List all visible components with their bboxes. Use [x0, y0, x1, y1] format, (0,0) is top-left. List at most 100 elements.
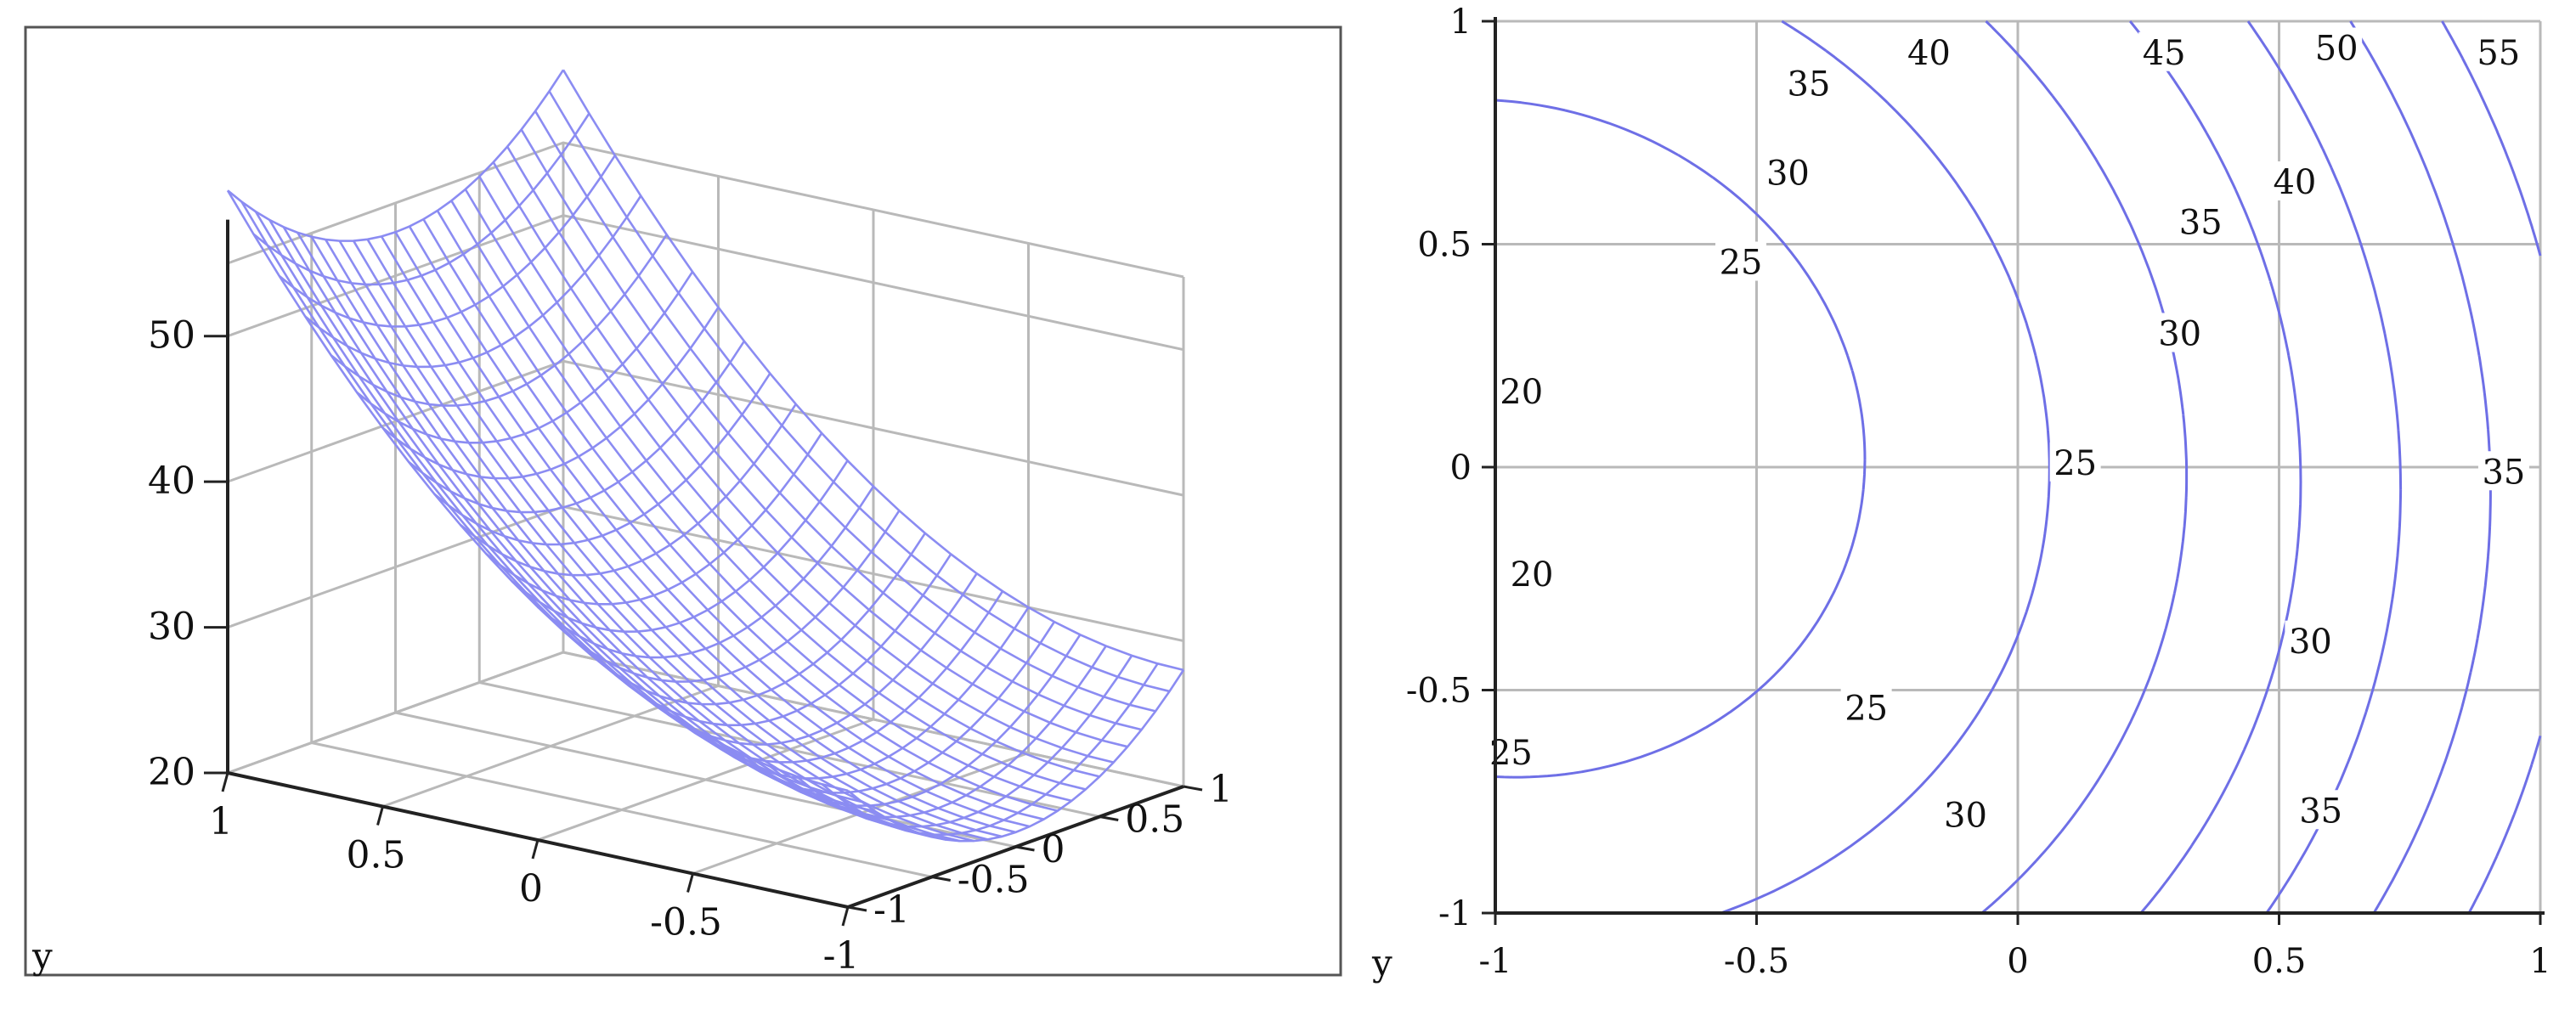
- contour-line-45: [2246, 20, 2403, 914]
- contour-axis-label: y: [1371, 942, 1393, 984]
- z-tick-label: 50: [148, 314, 195, 358]
- y-tick-label: -0.5: [958, 859, 1030, 902]
- contour-label-bg: [1903, 31, 1955, 71]
- contour-label-bg: [1715, 241, 1767, 281]
- contour-label: 40: [1907, 34, 1951, 73]
- contour-label: 20: [1500, 373, 1543, 412]
- mesh-line: [450, 200, 1072, 803]
- contour-label: 25: [1720, 244, 1763, 283]
- y-tick-mark: [847, 905, 867, 912]
- contour-label-bg: [2285, 620, 2336, 660]
- contour-label: 35: [1788, 65, 1831, 104]
- mesh-line: [534, 110, 1156, 713]
- y-tick-label: 0: [1042, 828, 1065, 871]
- surface-plot-frame: [24, 25, 1342, 977]
- mesh-line: [485, 432, 823, 606]
- mesh-line: [353, 240, 974, 843]
- contour-label: 40: [2273, 163, 2316, 202]
- contour-axes: [1494, 17, 2545, 915]
- y-tick-label: -1: [1438, 894, 1472, 933]
- mesh-line: [548, 90, 1170, 693]
- contour-label-bg: [1783, 63, 1834, 103]
- grid-line: [227, 141, 1184, 279]
- contour-label: 35: [2299, 792, 2342, 831]
- y-tick-mark: [1099, 815, 1119, 821]
- y-tick-label: 0.5: [1417, 226, 1472, 265]
- mesh-line: [394, 231, 1016, 834]
- contour-label: 50: [2315, 30, 2359, 69]
- contour-label: 25: [2053, 444, 2097, 483]
- contour-label: 30: [2289, 623, 2332, 662]
- contour-label: 20: [1511, 555, 1554, 595]
- y-tick-label: 1: [1209, 768, 1233, 811]
- mesh-line: [408, 225, 1031, 828]
- contour-label-bg: [2138, 31, 2190, 71]
- x-tick-label: 1: [2529, 942, 2551, 981]
- y-tick-label: 1: [1450, 3, 1472, 42]
- surface-axis-label: y: [31, 935, 53, 977]
- mesh-line: [268, 219, 890, 821]
- contour-label-bg: [2154, 313, 2206, 352]
- mesh-line: [310, 236, 933, 838]
- contour-label-bg: [2472, 31, 2524, 71]
- mesh-line: [366, 239, 988, 841]
- mesh-line: [380, 235, 1003, 838]
- grid-line: [227, 214, 1184, 352]
- contour-line-40: [2128, 20, 2302, 914]
- y-tick-mark: [931, 876, 952, 882]
- mesh-line: [226, 189, 849, 792]
- mesh-line: [436, 210, 1059, 812]
- contour-label: 25: [1844, 690, 1888, 729]
- x-tick-label: 0: [2007, 942, 2028, 981]
- surface-mesh: [226, 69, 1185, 843]
- mesh-line: [464, 189, 1087, 791]
- contour-line-25: [1494, 99, 1867, 779]
- contour-grid: [1494, 20, 2542, 915]
- x-tick-mark: [376, 806, 384, 826]
- contour-label: 55: [2477, 34, 2520, 73]
- mesh-line: [297, 232, 918, 834]
- grid-line: [227, 505, 1184, 643]
- y-tick-mark: [1015, 845, 1035, 852]
- surface-x-tick-labels: 1 0.5 0 -0.5 -1: [209, 772, 860, 978]
- surface-plot: 50 40 30 20 1 0.5 0 -0.5 -1 1 0.5 0 -0.5 -1 y: [24, 25, 1342, 978]
- contour-label-bg: [1840, 687, 1892, 727]
- surface-y-tick-labels: 1 0.5 0 -0.5 -1: [847, 768, 1233, 932]
- mesh-line: [282, 226, 905, 829]
- y-tick-label: -0.5: [1406, 672, 1472, 711]
- contour-label: 30: [1944, 797, 1987, 836]
- x-tick-label: -1: [823, 934, 860, 978]
- mesh-line: [478, 176, 1100, 778]
- x-tick-label: 1: [209, 800, 233, 843]
- x-tick-label: -0.5: [1724, 942, 1789, 981]
- contour-label-bg: [2311, 27, 2363, 67]
- mesh-line: [325, 239, 946, 841]
- y-tick-label: -1: [873, 888, 910, 932]
- x-tick-label: 0: [519, 867, 543, 910]
- contour-label-bg: [2049, 442, 2101, 482]
- x-tick-mark: [686, 873, 694, 893]
- mesh-line: [422, 218, 1044, 820]
- grid-line: [227, 651, 564, 775]
- z-tick-label: 40: [148, 459, 195, 503]
- mesh-line: [506, 145, 1128, 748]
- contour-x-tick-labels: -1 -0.5 0 0.5 1: [1479, 913, 2551, 981]
- y-tick-label: 0: [1450, 448, 1472, 488]
- contour-label-bg: [1506, 554, 1558, 593]
- x-tick-label: -0.5: [650, 901, 722, 944]
- y-tick-label: 0.5: [1125, 798, 1184, 842]
- mesh-line: [492, 161, 1115, 764]
- contour-label: 45: [2143, 34, 2186, 73]
- contour-label: 30: [2158, 315, 2201, 354]
- x-tick-mark: [221, 772, 229, 792]
- contour-label: 35: [2179, 203, 2223, 242]
- contour-label-bg: [1495, 370, 1547, 410]
- contour-label-bg: [1762, 152, 1814, 192]
- mesh-line: [562, 69, 1184, 672]
- x-tick-mark: [841, 906, 850, 927]
- grid-line: [227, 359, 1184, 497]
- mesh-line: [240, 200, 862, 803]
- contour-y-tick-labels: 1 0.5 0 -0.5 -1: [1406, 3, 1495, 933]
